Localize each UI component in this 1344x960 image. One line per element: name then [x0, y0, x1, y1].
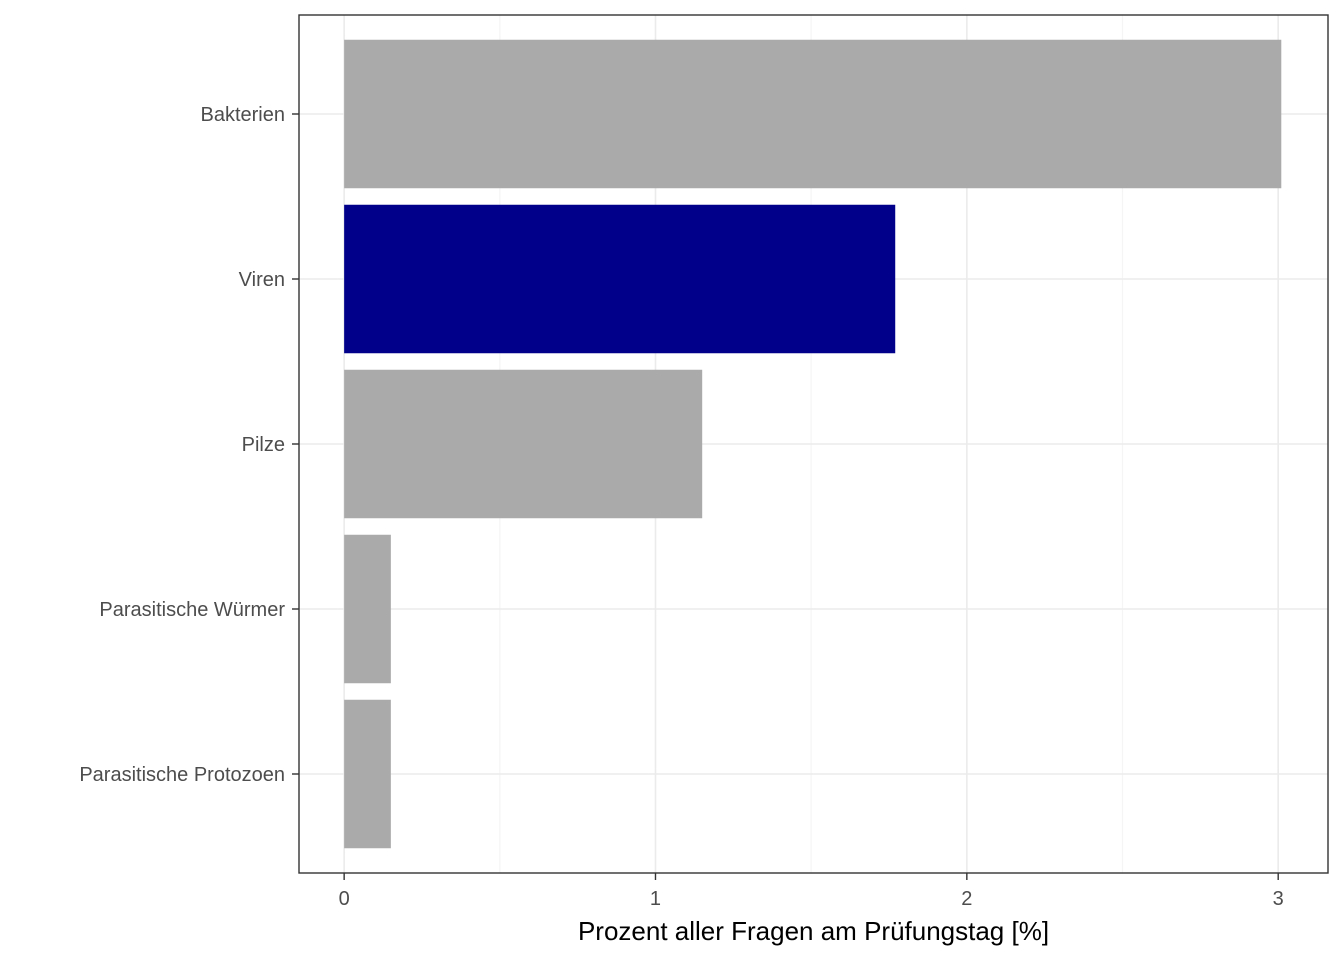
- y-tick-label: Viren: [239, 269, 285, 291]
- bar-pilze: [344, 369, 703, 519]
- x-tick-label: 0: [339, 888, 350, 910]
- x-tick-label: 2: [961, 888, 972, 910]
- bar-viren: [344, 204, 896, 354]
- bar-parasitische-protozoen: [344, 699, 391, 849]
- bar-bakterien: [344, 39, 1282, 189]
- y-tick-label: Parasitische Protozoen: [79, 764, 285, 786]
- x-axis-title: Prozent aller Fragen am Prüfungstag [%]: [578, 916, 1049, 946]
- y-tick-label: Parasitische Würmer: [99, 599, 285, 621]
- y-tick-label: Bakterien: [201, 104, 286, 126]
- x-tick-label: 3: [1273, 888, 1284, 910]
- x-axis: 0 1 2 3: [339, 873, 1284, 910]
- y-axis: Bakterien Viren Pilze Parasitische Würmer Pa…: [79, 104, 299, 786]
- y-tick-label: Pilze: [242, 434, 285, 456]
- x-tick-label: 1: [650, 888, 661, 910]
- bars: [344, 39, 1282, 849]
- bar-parasitische-w-rmer: [344, 534, 391, 684]
